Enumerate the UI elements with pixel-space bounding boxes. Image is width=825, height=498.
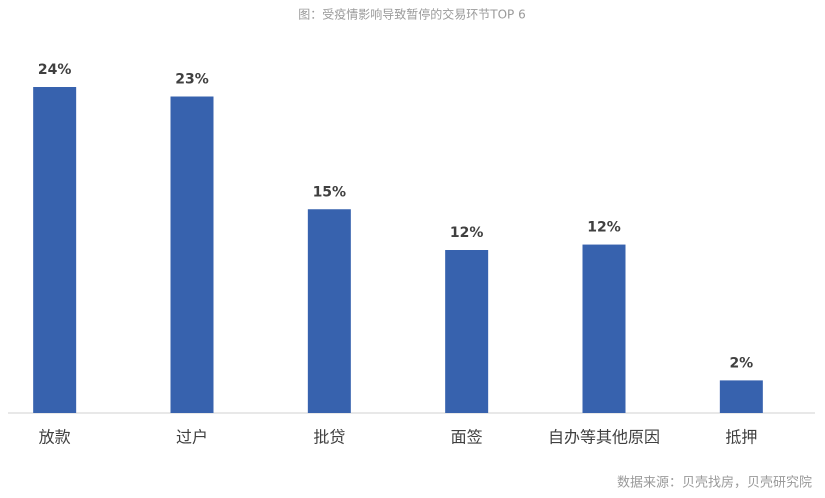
x-tick-label: 过户 xyxy=(176,428,208,447)
data-label: 24% xyxy=(38,62,72,78)
x-tick-label: 自办等其他原因 xyxy=(548,428,660,447)
x-tick-label: 抵押 xyxy=(725,428,757,447)
data-label: 2% xyxy=(729,355,753,371)
bar xyxy=(719,380,763,413)
x-tick-label: 放款 xyxy=(39,428,71,447)
x-tick-label: 批贷 xyxy=(313,428,345,447)
data-label: 15% xyxy=(313,184,347,200)
x-tick-label: 面签 xyxy=(451,428,483,447)
data-label: 23% xyxy=(175,72,209,88)
bar xyxy=(307,209,351,413)
bar xyxy=(582,244,626,413)
bar xyxy=(33,87,77,413)
source-note: 数据来源：贝壳找房，贝壳研究院 xyxy=(617,475,812,491)
data-label: 12% xyxy=(450,225,484,241)
bar xyxy=(170,96,214,413)
chart-title: 图：受疫情影响导致暂停的交易环节TOP 6 xyxy=(298,7,525,22)
data-label: 12% xyxy=(587,220,621,236)
bar xyxy=(445,250,489,413)
